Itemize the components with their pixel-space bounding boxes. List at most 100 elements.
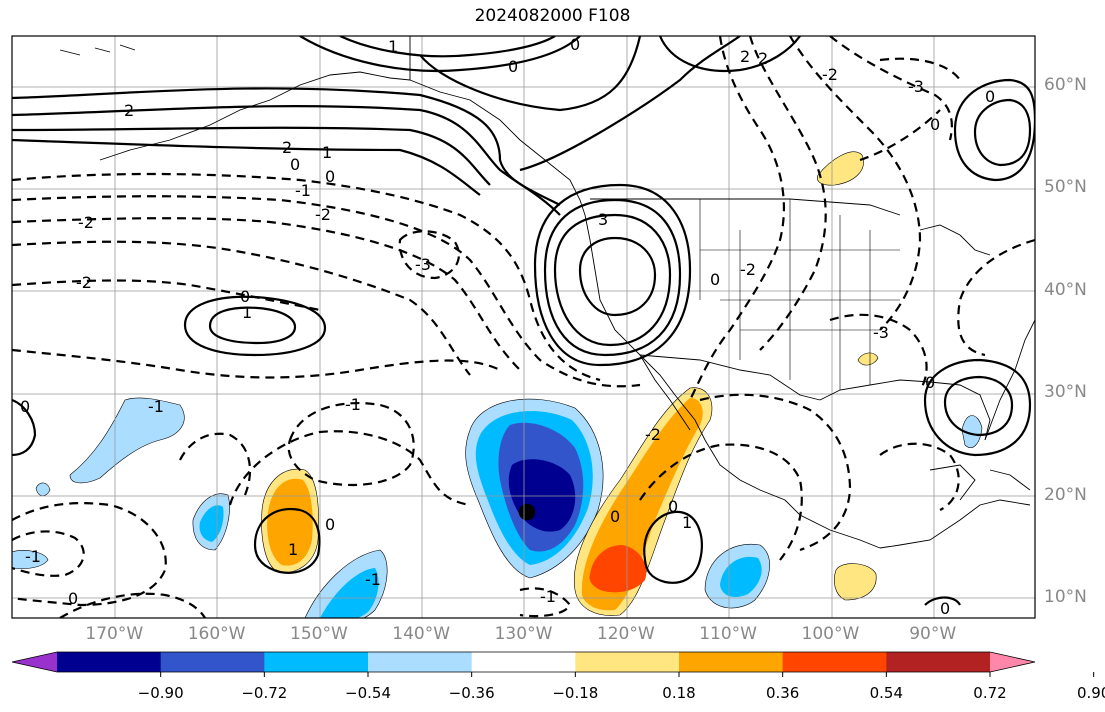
contour-neg-21 <box>879 442 960 511</box>
colorbar-tick-label: −0.90 <box>137 684 184 702</box>
contour-label-n2a: -2 <box>315 205 331 224</box>
contour-high-ring-2 <box>543 198 682 357</box>
contour-neg-11 <box>12 530 85 577</box>
contour-label-0i: 0 <box>610 507 620 526</box>
contour-label-0j: 0 <box>668 497 678 516</box>
contour-label-n1c: -1 <box>148 397 164 416</box>
lat-label: 40°N <box>1044 279 1087 300</box>
lon-label: 100°W <box>801 624 860 644</box>
contour-label-1b: 1 <box>242 303 252 322</box>
contour-label-2d: 2 <box>758 49 768 68</box>
colorbar-segment <box>160 652 265 672</box>
great-lakes <box>919 224 991 256</box>
mexico-south-coast <box>879 499 1031 549</box>
contour-label-n3a: -3 <box>415 255 431 274</box>
contour-neg-18 <box>829 36 953 141</box>
contour-label-n3b: -3 <box>908 77 924 96</box>
contours-positive <box>12 36 1035 606</box>
state-lines <box>699 199 900 390</box>
colorbar-extend-min <box>12 652 57 672</box>
contour-gulf-ring-2 <box>943 375 1014 437</box>
colorbar-segment <box>575 652 680 672</box>
contour-neg-14 <box>699 393 852 552</box>
map-title: 2024082000 F108 <box>474 6 631 26</box>
lon-label: 130°W <box>494 624 553 644</box>
contour-neg-10 <box>12 502 167 607</box>
contour-neg-20 <box>829 313 928 391</box>
colorbar-extend-max <box>990 652 1035 672</box>
positive-anomaly-tongue-3 <box>589 545 647 593</box>
map-plot-area: 2 2 0 1 0 -1 -2 -2 -2 0 1 -3 1 0 0 2 2 -… <box>12 35 1035 618</box>
contour-label-n2c: -2 <box>76 273 92 292</box>
contour-neg-19 <box>859 57 961 162</box>
colorbar-tick-label: 0.36 <box>765 684 800 702</box>
contour-edge-west <box>12 398 37 457</box>
aleutians <box>59 44 136 56</box>
lon-label: 150°W <box>290 624 348 644</box>
contour-top-1 <box>299 36 581 73</box>
contour-neg-2 <box>12 195 641 388</box>
contour-neg-17 <box>789 36 922 331</box>
contour-east-ring-2 <box>973 98 1032 167</box>
lon-label: 90°W <box>909 624 957 644</box>
colorbar-segment <box>264 652 369 672</box>
contour-label-0k: 0 <box>925 373 935 392</box>
contour-label-n1a: -1 <box>295 181 311 200</box>
contour-gulf-ring-1 <box>923 358 1032 457</box>
contour-label-1e: 1 <box>682 513 692 532</box>
colorbar-tick-label: −0.36 <box>448 684 495 702</box>
lat-label: 30°N <box>1044 382 1087 403</box>
contour-neg-1 <box>12 172 601 382</box>
contour-label-n2d: -2 <box>822 65 838 84</box>
colorbar-tick-label: 0.72 <box>973 684 1007 702</box>
negative-anomaly-core <box>518 503 536 521</box>
contour-labels: 2 2 0 1 0 -1 -2 -2 -2 0 1 -3 1 0 0 2 2 -… <box>20 35 995 618</box>
contour-small-east <box>924 596 961 606</box>
contour-alaska-4 <box>12 138 481 196</box>
colorbar-segment <box>57 652 162 672</box>
negative-anomaly-east-2 <box>720 556 762 597</box>
contour-label-0c: 0 <box>570 35 580 54</box>
contour-neg-22 <box>179 432 252 496</box>
contour-low-west-2 <box>208 306 297 345</box>
lon-label: 110°W <box>699 624 757 644</box>
contour-label-n0a: 0 <box>325 167 335 186</box>
contour-alaska-2 <box>12 104 561 216</box>
colorbar-segment <box>679 652 784 672</box>
contour-neg-5 <box>12 279 321 312</box>
contour-neg-24 <box>957 238 1035 357</box>
plot-frame <box>11 35 1036 619</box>
colorbar-tick-label: 0.90 <box>1076 684 1105 702</box>
colorbar-segment <box>471 652 576 672</box>
shaded-fields <box>12 151 983 618</box>
contour-high-ring-5 <box>519 36 741 172</box>
alaska-peninsula <box>99 71 411 161</box>
positive-anomaly-north <box>817 151 864 186</box>
contour-label-n2e: -2 <box>740 260 756 279</box>
contour-label-1a: 1 <box>322 143 332 162</box>
positive-anomaly-midwest <box>857 352 879 366</box>
positive-anomaly-east-tropics <box>834 563 877 601</box>
contour-high-ring-4 <box>578 236 657 317</box>
lon-label: 120°W <box>596 624 655 644</box>
colorbar-segment <box>886 652 991 672</box>
contour-label-2c: 2 <box>740 47 750 66</box>
contour-top-2 <box>339 36 556 58</box>
contour-high-ring-3 <box>533 183 692 367</box>
contour-label-0h: 0 <box>325 515 335 534</box>
lon-label: 170°W <box>85 624 144 644</box>
contour-label-0a: 0 <box>290 155 300 174</box>
colorbar-segment <box>368 652 473 672</box>
us-mexico-border <box>639 354 821 401</box>
west-coast <box>584 214 881 549</box>
lon-label: 160°W <box>187 624 246 644</box>
baja-california <box>639 354 691 431</box>
lat-label: 20°N <box>1044 484 1087 505</box>
contour-alaska-3 <box>12 126 491 186</box>
colorbar-segment <box>782 652 887 672</box>
contour-label-0m: 0 <box>985 87 995 106</box>
contour-neg-7 <box>398 230 461 280</box>
contour-neg-15 <box>689 36 786 401</box>
contour-label-2a: 2 <box>124 101 134 120</box>
